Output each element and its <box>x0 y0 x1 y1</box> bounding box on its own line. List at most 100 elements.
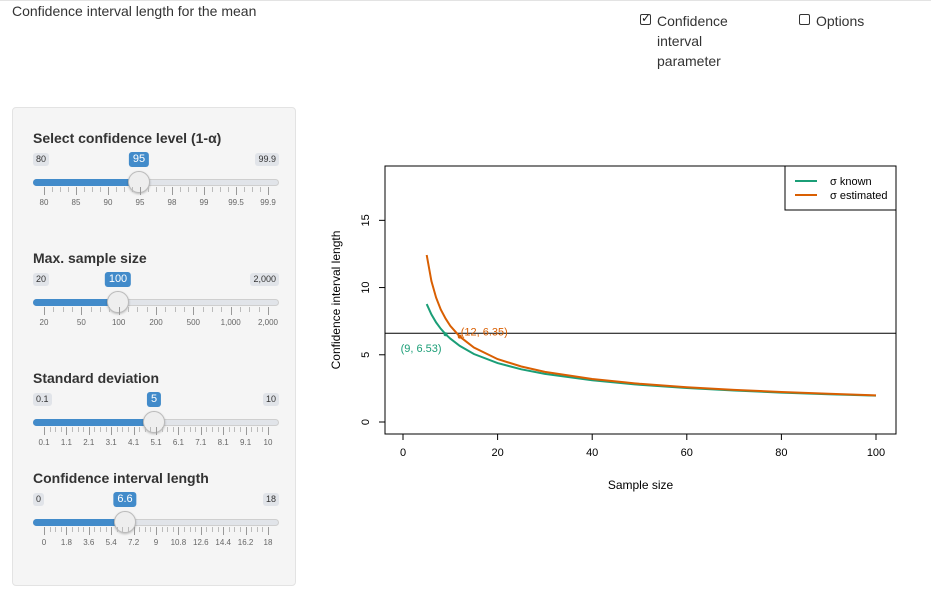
slider-tick-label: 2,000 <box>257 318 279 327</box>
slider-tick-label: 6.1 <box>172 438 184 447</box>
slider-fill <box>33 519 125 526</box>
slider-minor-tick <box>100 427 101 432</box>
slider-minor-tick <box>52 187 53 192</box>
checkbox-box[interactable] <box>799 14 810 25</box>
slider-tick <box>44 187 45 195</box>
slider-tick <box>118 307 120 315</box>
slider-minor-tick <box>206 527 208 532</box>
slider-tick-label: 10 <box>263 438 273 447</box>
slider-tick-label: 20 <box>39 318 49 327</box>
slider-minor-tick <box>234 427 236 432</box>
slider-minor-tick <box>72 527 73 532</box>
slider-value-label: 5 <box>146 392 162 407</box>
slider-minor-tick <box>212 527 213 532</box>
slider-minor-tick <box>100 307 101 312</box>
slider-tick-label: 7.1 <box>195 438 207 447</box>
slider-minor-tick <box>161 527 163 532</box>
slider-minor-tick <box>156 187 157 192</box>
slider-minor-tick <box>256 427 258 432</box>
slider-max-label: 10 <box>262 393 279 406</box>
slider-minor-tick <box>84 187 85 192</box>
slider-minor-tick <box>94 427 96 432</box>
slider-tick-label: 50 <box>76 318 86 327</box>
checkmark-icon: ✓ <box>641 11 652 25</box>
slider-tick-label: 5.1 <box>150 438 162 447</box>
x-tick-label: 20 <box>491 447 503 459</box>
x-axis-title: Sample size <box>608 478 674 492</box>
slider-value-label: 95 <box>128 152 150 167</box>
slider-handle[interactable] <box>143 411 165 433</box>
slider-minor-tick <box>55 427 57 432</box>
slider-minor-tick <box>184 427 185 432</box>
slider-minor-tick <box>83 427 85 432</box>
slider-tick <box>223 427 225 435</box>
slider-minor-tick <box>105 427 107 432</box>
y-tick-label: 10 <box>360 281 372 293</box>
slider-minor-tick <box>60 427 62 432</box>
slider-tick <box>44 527 45 535</box>
slider-tick <box>44 307 45 315</box>
slider-minor-tick <box>212 427 213 432</box>
slider-handle[interactable] <box>114 511 136 533</box>
slider-tick <box>156 307 157 315</box>
slider-tick-label: 1.1 <box>60 438 72 447</box>
slider-ticks: 20 50 100 200 500 1,000 2,000 <box>33 307 279 337</box>
slider-minor-tick <box>244 187 245 192</box>
slider-tick <box>223 527 225 535</box>
slider-min-label: 0.1 <box>33 393 52 406</box>
slider-tick-label: 8.1 <box>217 438 229 447</box>
slider-handle[interactable] <box>128 171 150 193</box>
ci-parameter-checkbox[interactable]: ✓ Confidence interval parameter <box>640 11 750 71</box>
slider-minor-tick <box>49 427 51 432</box>
x-tick-label: 100 <box>867 447 885 459</box>
x-tick-label: 40 <box>586 447 598 459</box>
slider-minor-tick <box>90 307 92 312</box>
slider-minor-tick <box>72 307 73 312</box>
slider-label: Confidence interval length <box>33 470 209 486</box>
slider-tick-label: 3.1 <box>105 438 117 447</box>
slider-value-label: 6.6 <box>113 492 137 507</box>
slider-minor-tick <box>220 187 221 192</box>
slider-tick-label: 4.1 <box>128 438 140 447</box>
slider-minor-tick <box>116 187 117 192</box>
slider-handle[interactable] <box>107 291 129 313</box>
slider-tick-label: 100 <box>111 318 126 327</box>
options-checkbox[interactable]: Options <box>799 11 864 31</box>
slider-minor-tick <box>116 427 118 432</box>
slider-tick <box>193 307 195 315</box>
slider-minor-tick <box>139 427 141 432</box>
y-axis-title: Confidence interval length <box>329 231 343 370</box>
slider-minor-tick <box>100 527 101 532</box>
slider-tick <box>236 187 237 195</box>
slider-minor-tick <box>62 307 64 312</box>
slider-min-label: 20 <box>33 273 50 286</box>
slider-tick-label: 10.8 <box>170 538 187 547</box>
slider-tick-label: 9.1 <box>240 438 252 447</box>
slider-minor-tick <box>144 427 146 432</box>
slider-ticks: 0.1 1.1 2.1 3.1 4.1 5.1 6.1 7.1 8.1 9.1 10 <box>33 427 279 457</box>
y-tick-label: 0 <box>360 419 372 425</box>
slider-tick-label: 16.2 <box>237 538 254 547</box>
slider-tick-label: 99 <box>199 198 209 207</box>
slider-minor-tick <box>94 527 96 532</box>
slider-minor-tick <box>105 527 107 532</box>
slider-minor-tick <box>228 527 230 532</box>
slider-label: Max. sample size <box>33 250 147 266</box>
slider-tick <box>172 187 173 195</box>
app-title: Confidence interval length for the mean <box>12 3 257 19</box>
slider-fill <box>33 179 139 186</box>
slider-tick <box>108 187 109 195</box>
slider-tick <box>156 427 157 435</box>
slider-tick <box>200 427 202 435</box>
slider-tick <box>111 427 113 435</box>
checkbox-box[interactable]: ✓ <box>640 11 652 25</box>
slider-tick-label: 90 <box>103 198 113 207</box>
slider-minor-tick <box>167 427 169 432</box>
slider-minor-tick <box>132 187 133 192</box>
slider-tick <box>66 427 68 435</box>
options-label: Options <box>816 13 865 29</box>
slider-minor-tick <box>144 527 146 532</box>
legend-label: σ estimated <box>830 190 888 202</box>
slider-minor-tick <box>109 307 111 312</box>
sidebar-panel: Select confidence level (1-α) 80 99.9 95… <box>12 107 296 586</box>
